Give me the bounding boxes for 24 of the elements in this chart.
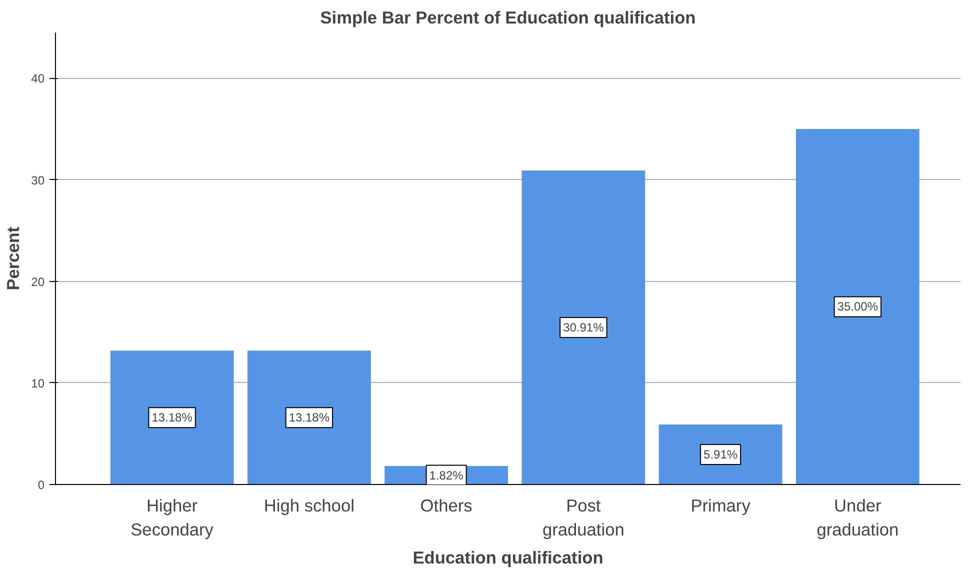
x-tick-label: Under graduation: [816, 496, 899, 540]
data-label: 13.18%: [288, 410, 330, 425]
x-tick-label: Others: [420, 496, 473, 516]
y-tick-label: 10: [31, 376, 45, 390]
data-label: 35.00%: [837, 300, 878, 314]
y-tick-label: 40: [31, 72, 45, 86]
x-axis-title: Education qualification: [412, 548, 604, 568]
data-label: 30.91%: [563, 320, 604, 335]
bar: [522, 170, 646, 484]
x-tick-label: High school: [264, 496, 354, 516]
bar: [796, 128, 920, 484]
data-label: 13.18%: [152, 410, 193, 425]
bar: [247, 350, 371, 484]
y-tick-label: 0: [38, 478, 45, 492]
y-tick-label: 30: [31, 173, 45, 188]
x-tick-label: Higher Secondary: [130, 496, 214, 540]
chart-title: Simple Bar Percent of Education qualification: [320, 8, 696, 28]
data-label: 1.82%: [429, 468, 464, 482]
x-tick-label: Primary: [690, 496, 751, 516]
y-axis-title: Percent: [3, 226, 24, 290]
x-tick-label: Post graduation: [542, 496, 624, 540]
y-tick-label: 20: [31, 274, 45, 289]
data-label: 5.91%: [704, 447, 738, 462]
bar: [110, 350, 234, 484]
